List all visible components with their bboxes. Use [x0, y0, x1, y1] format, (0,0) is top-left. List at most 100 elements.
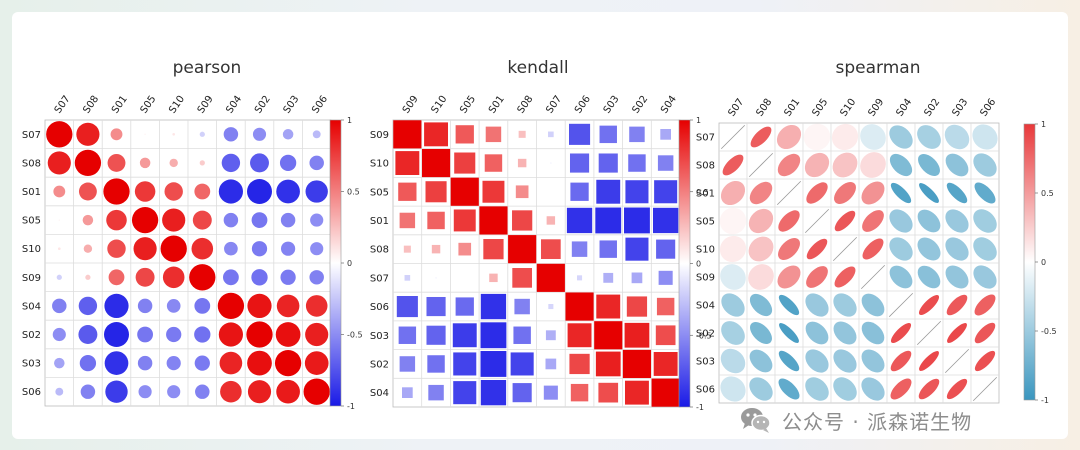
column-label: S09	[401, 94, 421, 116]
cell-ellipse	[721, 321, 745, 345]
chart-kendall: kendall S09 S09 S10 S10 S05 S05 S01 S01 S08 S08 S07…	[370, 58, 712, 412]
cell-ellipse	[805, 377, 829, 401]
row-label: S09	[370, 130, 389, 141]
cell-circle	[304, 351, 329, 375]
cell-ellipse	[748, 264, 774, 290]
cell-circle	[309, 155, 324, 171]
cell-square	[629, 126, 645, 143]
cell-square	[518, 130, 526, 138]
cell-square	[543, 385, 558, 400]
cell-square	[483, 239, 504, 260]
cell-square	[484, 154, 503, 172]
cell-circle	[247, 293, 272, 319]
cell-circle	[78, 296, 98, 316]
cell-ellipse	[918, 378, 940, 400]
column-label: S04	[659, 94, 679, 116]
cell-square	[548, 131, 554, 138]
colorbar-tick-label: -0.5	[696, 331, 712, 340]
cell-square	[655, 325, 676, 346]
cell-circle	[83, 244, 93, 253]
cell-ellipse	[890, 350, 912, 372]
cell-circle	[280, 269, 296, 285]
cell-circle	[58, 219, 60, 221]
cell-ellipse	[973, 265, 997, 289]
cell-circle	[82, 214, 94, 226]
cell-ellipse	[803, 123, 831, 151]
cell-diagonal	[916, 320, 942, 346]
cell-circle	[110, 128, 123, 141]
column-label: S03	[282, 94, 302, 116]
cell-ellipse	[834, 210, 856, 232]
cell-square	[570, 383, 589, 402]
column-label: S05	[139, 94, 159, 116]
cell-square	[458, 242, 472, 256]
cell-ellipse	[972, 124, 998, 150]
row-label: S08	[696, 161, 715, 172]
cell-ellipse	[861, 377, 885, 401]
cell-ellipse	[946, 378, 968, 400]
cell-circle	[310, 213, 324, 227]
cell-square	[596, 179, 621, 204]
cell-circle	[47, 151, 71, 175]
cell-circle	[194, 183, 211, 200]
row-label: S06	[370, 302, 389, 313]
cell-circle	[78, 182, 97, 201]
cell-circle	[280, 212, 296, 228]
cell-circle	[172, 132, 176, 136]
cell-circle	[131, 206, 159, 234]
cell-square	[427, 355, 445, 373]
cell-ellipse	[945, 265, 969, 289]
cell-ellipse	[889, 265, 913, 289]
cell-ellipse	[946, 294, 968, 316]
cell-square	[567, 323, 592, 348]
cell-ellipse	[831, 123, 859, 151]
cell-ellipse	[917, 125, 941, 149]
row-label: S01	[22, 187, 41, 198]
cell-ellipse	[973, 153, 997, 177]
column-label: S10	[838, 97, 858, 119]
row-label: S06	[696, 385, 715, 396]
cell-circle	[56, 274, 62, 280]
cell-circle	[218, 322, 244, 347]
cell-circle	[104, 351, 129, 375]
cell-diagonal	[860, 264, 886, 290]
row-label: S06	[22, 387, 41, 398]
cell-circle	[280, 241, 296, 256]
cell-circle	[219, 351, 243, 375]
cell-square	[464, 277, 466, 279]
cell-circle	[221, 153, 241, 173]
cell-square	[404, 275, 411, 281]
cell-square	[622, 349, 652, 379]
column-label: S06	[573, 94, 593, 116]
cell-ellipse	[749, 293, 773, 317]
cell-circle	[76, 122, 100, 146]
cell-circle	[80, 384, 96, 399]
cell-ellipse	[779, 323, 799, 343]
row-label: S02	[22, 330, 41, 341]
cell-circle	[133, 237, 157, 261]
cell-diagonal	[748, 152, 774, 178]
cell-ellipse	[974, 322, 996, 344]
cell-circle	[57, 247, 61, 251]
row-label: S01	[370, 216, 389, 227]
cell-ellipse	[974, 350, 996, 372]
cell-square	[626, 296, 648, 317]
cell-circle	[220, 380, 242, 403]
cell-circle	[160, 235, 187, 262]
cell-ellipse	[889, 153, 913, 177]
cell-ellipse	[919, 351, 939, 371]
cell-circle	[52, 298, 67, 314]
cell-circle	[195, 384, 210, 399]
cell-circle	[104, 322, 129, 347]
cell-circle	[247, 380, 272, 404]
cell-circle	[135, 267, 155, 287]
cell-square	[393, 120, 422, 149]
cell-circle	[166, 355, 181, 371]
colorbar-tick-label: -1	[347, 402, 355, 411]
cell-ellipse	[833, 377, 857, 401]
cell-square	[515, 185, 529, 199]
cell-ellipse	[833, 293, 857, 317]
cell-ellipse	[861, 321, 885, 345]
cell-square	[658, 270, 673, 285]
cell-ellipse	[720, 264, 746, 290]
